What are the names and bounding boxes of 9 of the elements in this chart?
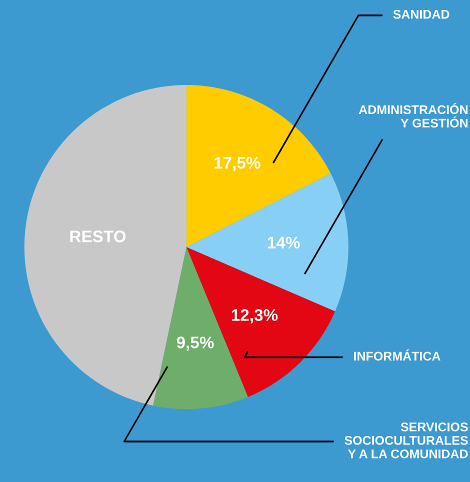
slice-label: SANIDAD [393, 10, 450, 19]
data-label: 17,5% [214, 156, 260, 172]
data-label: 12,3% [232, 309, 278, 324]
slice-label: ADMINISTRACIÓN Y GESTIÓN [358, 102, 468, 128]
slice-label: INFORMÁTICA [354, 349, 440, 361]
data-label: 14% [268, 236, 300, 248]
data-label: 9,5% [176, 336, 214, 351]
pie-slice [186, 85, 331, 248]
slice-label: SERVICIOS SOCIOCULTURALES Y A LA COMUNIDAD [344, 422, 468, 458]
